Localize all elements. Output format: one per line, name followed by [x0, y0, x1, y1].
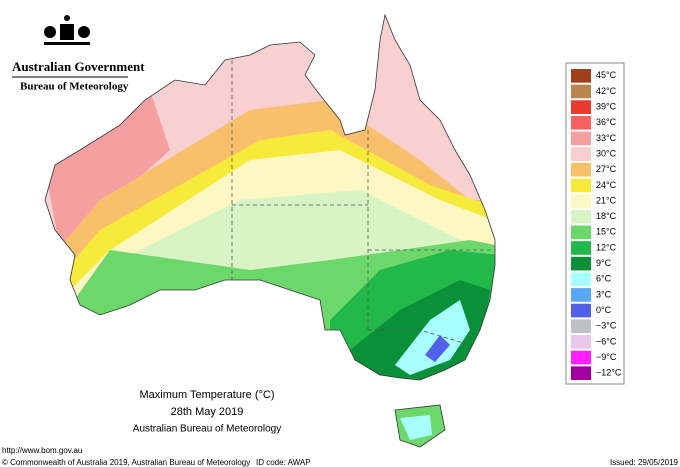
legend-label: 6°C [596, 274, 612, 284]
legend-label: 36°C [596, 117, 617, 127]
legend-swatch [571, 366, 591, 380]
legend-label: 12°C [596, 242, 617, 252]
legend-label: −6°C [596, 336, 617, 346]
map-source: Australian Bureau of Meteorology [133, 424, 281, 435]
legend-swatch [571, 69, 591, 83]
legend-swatch [571, 303, 591, 318]
legend-swatch [571, 256, 591, 271]
legend-label: −9°C [596, 352, 617, 362]
legend-swatch [571, 272, 591, 287]
legend-swatch [571, 178, 591, 193]
legend-label: 42°C [596, 86, 617, 96]
legend-label: 0°C [596, 305, 612, 315]
legend-label: 21°C [596, 195, 617, 205]
legend-label: 18°C [596, 211, 617, 221]
legend-label: 45°C [596, 70, 617, 80]
legend-swatch [571, 100, 591, 114]
legend-label: 39°C [596, 102, 617, 112]
state-borders [231, 60, 495, 346]
legend-swatch [571, 147, 591, 161]
legend-swatch [571, 319, 591, 334]
legend-label: 30°C [596, 148, 617, 158]
crest [44, 15, 90, 45]
legend-swatch [571, 209, 591, 224]
legend-swatch [571, 194, 591, 208]
legend-label: −12°C [596, 368, 622, 378]
footer-copyright: © Commonwealth of Australia 2019, Austra… [2, 458, 250, 467]
legend-swatch [571, 350, 591, 365]
footer-url[interactable]: http://www.bom.gov.au [2, 446, 82, 455]
footer-id-code: ID code: AWAP [256, 458, 311, 467]
legend-label: 15°C [596, 227, 617, 237]
legend-label: 27°C [596, 164, 617, 174]
legend-label: 3°C [596, 289, 612, 299]
legend-swatch [571, 115, 591, 130]
legend-swatch [571, 241, 591, 255]
legend: 45°C 42°C 39°C 36°C 33°C 30°C 27°C 24°C 21°C 18°C… [571, 69, 622, 380]
footer-issued: Issued: 29/05/2019 [610, 458, 679, 467]
legend-label: −3°C [596, 321, 617, 331]
legend-swatch [571, 288, 591, 302]
coastline [44, 13, 496, 381]
legend-swatch [571, 225, 591, 240]
tasmania-cold [400, 415, 432, 440]
legend-swatch [571, 131, 591, 146]
government-name: Australian Government [12, 59, 145, 74]
agency-name: Bureau of Meteorology [20, 81, 129, 93]
map-date: 28th May 2019 [171, 406, 244, 418]
legend-label: 9°C [596, 258, 612, 268]
legend-label: 24°C [596, 180, 617, 190]
map-title: Maximum Temperature (°C) [139, 389, 274, 401]
legend-swatch [571, 162, 591, 177]
legend-swatch [571, 335, 591, 349]
legend-label: 33°C [596, 133, 617, 143]
legend-swatch [571, 84, 591, 99]
